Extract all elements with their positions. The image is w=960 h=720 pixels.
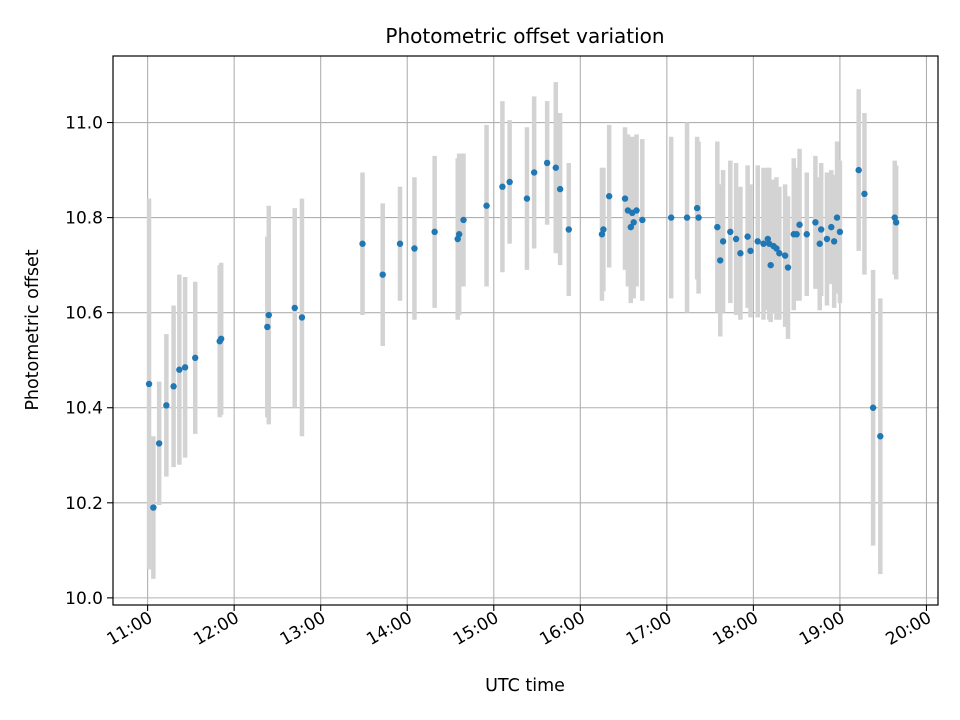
data-point [695,214,702,221]
data-point [714,223,721,231]
data-point [667,214,675,221]
data-point [693,204,701,212]
data-point [523,195,531,202]
data-points [145,159,900,511]
data-point [760,240,767,247]
data-point [767,261,774,269]
data-point [683,214,691,221]
data-point [892,219,900,226]
data-point [621,195,629,202]
data-point [150,504,157,511]
data-point [411,245,418,252]
data-point [379,271,386,278]
data-point [793,231,800,238]
data-point [605,193,613,200]
data-point [803,231,810,238]
data-point [817,226,825,233]
data-point [727,228,734,236]
chart-title: Photometric offset variation [385,24,664,48]
data-point [781,252,789,259]
data-point [600,226,607,233]
data-point [773,245,780,252]
plot-frame [112,55,939,606]
data-point [530,169,538,176]
data-point [639,216,646,224]
data-point [264,323,271,331]
data-point [776,250,783,257]
data-point [836,228,844,236]
data-point [630,219,637,226]
data-point [877,433,884,440]
data-point [812,219,819,226]
data-point [855,166,862,174]
data-point [565,226,572,233]
data-point [431,228,438,236]
data-point [291,304,298,312]
data-point [145,380,153,388]
y-tick-label: 11.0 [65,114,103,134]
data-point [719,238,727,245]
data-point [796,221,803,228]
data-point [455,231,463,238]
data-point [192,354,199,362]
data-point [460,216,467,224]
data-point [861,190,868,198]
data-point [176,366,183,373]
data-point [359,240,366,247]
data-point [784,264,792,271]
data-point [744,233,751,240]
data-point [396,240,404,247]
data-point [163,402,170,409]
x-axis-label: UTC time [485,676,565,696]
data-point [833,214,841,221]
data-point [830,238,838,245]
y-axis-label: Photometric offset [23,249,43,410]
y-tick-label: 10.6 [65,304,103,324]
y-tick-label: 10.2 [65,494,103,514]
y-tick-label: 10.0 [65,589,103,609]
data-point [737,250,744,257]
data-point [732,235,740,243]
data-point [552,164,559,171]
data-point [181,364,189,371]
data-point [170,383,177,390]
data-point [499,183,506,190]
data-point [556,185,564,193]
data-point [747,247,754,255]
data-point [633,207,640,214]
data-point [816,240,823,247]
data-point [217,335,225,343]
data-point [823,235,831,243]
data-point [298,314,306,321]
data-point [869,404,877,411]
data-point [265,311,272,319]
data-point [828,223,835,231]
data-point [754,238,761,245]
y-tick-label: 10.8 [65,209,103,229]
data-point [627,223,634,231]
data-point [717,257,724,264]
data-point [543,159,551,167]
y-tick-label: 10.4 [65,399,103,419]
data-point [506,178,513,186]
data-point [483,202,490,209]
data-point [155,440,163,447]
